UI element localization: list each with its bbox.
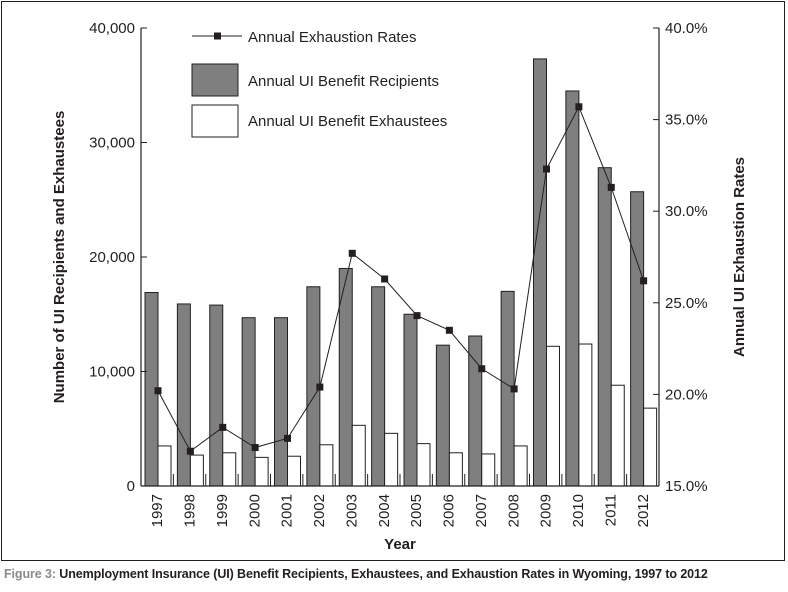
legend-swatch-recipients bbox=[191, 63, 239, 97]
point-exhaustion-rate-1997 bbox=[154, 387, 162, 395]
x-tick-label: 1999 bbox=[214, 494, 231, 527]
bar-exhaustees-2003 bbox=[351, 424, 366, 487]
bar-exhaustees-1999 bbox=[222, 452, 237, 487]
x-tick-label: 2006 bbox=[441, 494, 458, 527]
point-exhaustion-rate-1999 bbox=[219, 423, 227, 431]
bar-recipients-2007 bbox=[468, 335, 483, 487]
y-tick-label: 10,000 bbox=[89, 364, 135, 381]
x-tick-label: 2010 bbox=[570, 494, 587, 527]
y2-tick-label: 20.0% bbox=[665, 386, 708, 403]
legend-swatch-exhaustees bbox=[191, 104, 239, 138]
y2-tick-label: 30.0% bbox=[665, 203, 708, 220]
point-exhaustion-rate-2009 bbox=[543, 165, 550, 173]
bar-recipients-2010 bbox=[565, 90, 580, 487]
legend-label-recipients: Annual UI Benefit Recipients bbox=[248, 73, 439, 90]
bar-recipients-2005 bbox=[403, 313, 418, 487]
bar-recipients-2009 bbox=[533, 58, 547, 487]
x-tick-label: 2011 bbox=[602, 494, 619, 526]
figure-frame: 0 10,000 20,000 30,000 40,000 15.0% 20.0% 25.0%… bbox=[1, 1, 785, 561]
legend-label-exhaustees: Annual UI Benefit Exhaustees bbox=[248, 113, 447, 130]
point-exhaustion-rate-2011 bbox=[607, 183, 615, 191]
bar-exhaustees-2012 bbox=[643, 407, 658, 487]
bar-recipients-2006 bbox=[435, 344, 450, 487]
point-exhaustion-rate-2003 bbox=[348, 249, 356, 257]
bar-recipients-2004 bbox=[371, 286, 386, 487]
bar-recipients-2011 bbox=[597, 167, 612, 487]
point-exhaustion-rate-2001 bbox=[284, 434, 291, 442]
y2-tick-label: 40.0% bbox=[665, 20, 708, 37]
x-tick-label: 2000 bbox=[246, 494, 263, 527]
legend-label-rates: Annual Exhaustion Rates bbox=[248, 29, 416, 46]
x-axis-title: Year bbox=[384, 536, 416, 553]
caption-text: Unemployment Insurance (UI) Benefit Reci… bbox=[59, 567, 708, 581]
bar-recipients-1998 bbox=[176, 303, 191, 487]
bar-exhaustees-2008 bbox=[513, 445, 528, 487]
y-tick-label: 30,000 bbox=[89, 135, 135, 152]
bar-exhaustees-1997 bbox=[157, 445, 172, 487]
bar-exhaustees-2011 bbox=[610, 384, 625, 487]
x-tick-label: 1997 bbox=[149, 494, 166, 527]
bar-exhaustees-1998 bbox=[189, 454, 204, 487]
x-tick-label: 2002 bbox=[311, 494, 328, 527]
point-exhaustion-rate-2002 bbox=[316, 383, 324, 391]
point-exhaustion-rate-2005 bbox=[413, 312, 421, 320]
y-tick-label: 40,000 bbox=[89, 20, 135, 37]
bar-exhaustees-2000 bbox=[254, 456, 269, 487]
bar-exhaustees-2010 bbox=[578, 343, 593, 487]
x-tick-label: 2008 bbox=[505, 494, 522, 527]
y2-tick-label: 15.0% bbox=[665, 478, 708, 495]
x-tick-label: 2003 bbox=[343, 494, 360, 527]
bar-exhaustees-2009 bbox=[546, 345, 560, 487]
bar-recipients-2000 bbox=[241, 317, 256, 487]
x-tick-label: 2005 bbox=[408, 494, 425, 527]
y-tick-label: 20,000 bbox=[89, 249, 135, 266]
bar-exhaustees-2002 bbox=[319, 444, 334, 487]
point-exhaustion-rate-2008 bbox=[510, 385, 518, 393]
bar-exhaustees-2004 bbox=[384, 432, 399, 487]
x-tick-label: 2012 bbox=[635, 494, 652, 527]
y2-tick-label: 25.0% bbox=[665, 295, 708, 312]
point-exhaustion-rate-1998 bbox=[186, 447, 194, 455]
x-tick-label: 1998 bbox=[182, 494, 199, 527]
legend-line-marker bbox=[214, 32, 221, 40]
bar-recipients-2001 bbox=[274, 317, 288, 487]
x-tick-label: 2009 bbox=[538, 494, 555, 527]
figure-caption: Figure 3: Unemployment Insurance (UI) Be… bbox=[4, 567, 708, 581]
x-tick-label: 2001 bbox=[279, 494, 296, 527]
bar-exhaustees-2006 bbox=[448, 452, 463, 487]
point-exhaustion-rate-2007 bbox=[478, 365, 486, 373]
bar-exhaustees-2001 bbox=[287, 455, 301, 487]
bar-exhaustees-2005 bbox=[416, 443, 431, 487]
point-exhaustion-rate-2012 bbox=[640, 277, 648, 285]
line-exhaustion-rates bbox=[157, 105, 645, 452]
x-tick-label: 2004 bbox=[376, 494, 393, 527]
bar-recipients-2012 bbox=[630, 191, 645, 487]
bar-exhaustees-2007 bbox=[481, 453, 496, 487]
caption-label: Figure 3: bbox=[4, 567, 56, 581]
x-tick-label: 2007 bbox=[473, 494, 490, 527]
y-tick-label: 0 bbox=[127, 478, 135, 495]
point-exhaustion-rate-2006 bbox=[445, 326, 453, 334]
y2-axis-title: Annual UI Exhaustion Rates bbox=[731, 157, 748, 357]
point-exhaustion-rate-2004 bbox=[381, 275, 389, 283]
y-axis-title: Number of UI Recipients and Exhaustees bbox=[51, 111, 68, 404]
y2-tick-label: 35.0% bbox=[665, 112, 708, 129]
chart: 0 10,000 20,000 30,000 40,000 15.0% 20.0% 25.0%… bbox=[51, 20, 748, 553]
bar-recipients-1999 bbox=[209, 304, 224, 487]
point-exhaustion-rate-2010 bbox=[575, 103, 583, 111]
point-exhaustion-rate-2000 bbox=[251, 444, 259, 452]
